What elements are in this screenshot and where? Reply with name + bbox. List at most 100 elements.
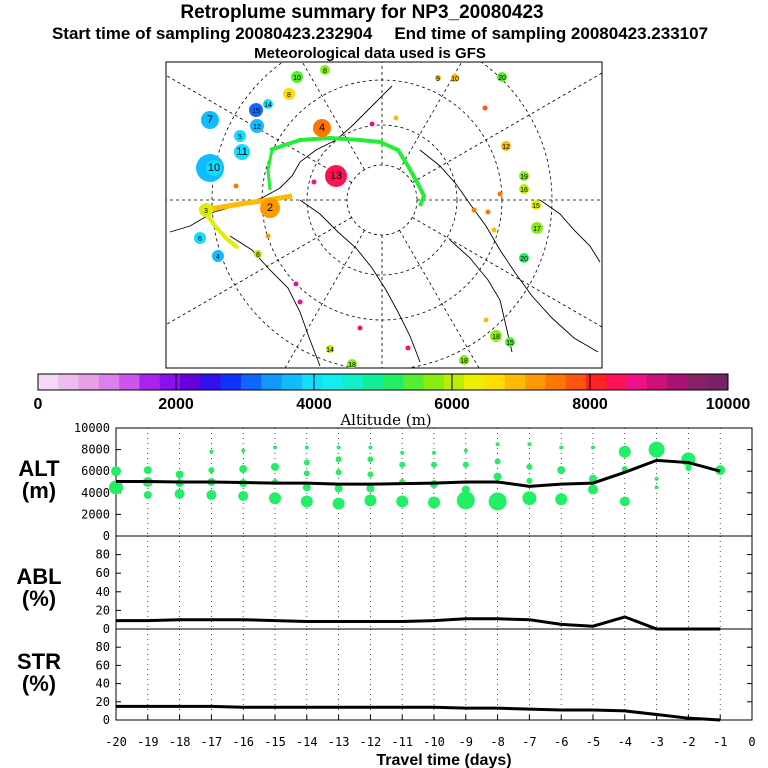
alt-point (273, 445, 277, 450)
alt-point (654, 476, 659, 481)
marker-dot (485, 209, 491, 215)
marker-dot (497, 191, 503, 197)
x-tick-label: -4 (618, 735, 632, 749)
colorbar-tick-label: 0 (34, 396, 43, 413)
time-series-panels: 0 2000 4000 6000 8000 10000 0 20 40 60 80 0 20 40 60 80… (74, 421, 756, 768)
x-tick-label: -13 (328, 735, 350, 749)
x-tick-label: -12 (360, 735, 382, 749)
alt-point (555, 493, 568, 506)
alt-point (399, 461, 406, 468)
marker-bubble (234, 130, 246, 142)
marker-dot (491, 227, 497, 233)
plume-path-west (266, 149, 274, 191)
colorbar-swatch (626, 374, 648, 390)
colorbar-axis-label: Altitude (m) (339, 411, 431, 429)
marker-label: 18 (460, 358, 468, 365)
colorbar-swatch (38, 374, 59, 390)
y-tick-label: 20 (96, 695, 110, 709)
alt-point (396, 495, 409, 508)
chart-title: Retroplume summary for NP3_20080423 (180, 2, 544, 23)
marker-dot (393, 115, 399, 121)
x-tick-label: -3 (649, 735, 663, 749)
marker-bubble (263, 99, 273, 109)
marker-bubble (254, 250, 262, 258)
meridian-line (166, 217, 352, 326)
alt-point (462, 461, 469, 468)
y-tick-label: 0 (103, 713, 110, 727)
alt-point (367, 471, 374, 478)
alt-point (300, 495, 313, 508)
alt-point (208, 467, 215, 474)
marker-dot (405, 345, 411, 351)
alt-point (335, 469, 342, 476)
latitude-circle (306, 124, 458, 276)
colorbar-swatch (342, 374, 364, 390)
marker-label: 18 (492, 334, 500, 341)
marker-bubble (497, 72, 507, 82)
abl-panel-label: ABL (%) (16, 564, 62, 611)
colorbar-swatch (504, 374, 526, 390)
alt-point (494, 458, 501, 465)
marker-bubble (501, 141, 511, 151)
marker-label: 20 (520, 256, 528, 263)
alt-point (456, 491, 475, 510)
colorbar-swatch (322, 374, 343, 390)
marker-label: 4 (216, 254, 220, 261)
marker-label: 12 (502, 144, 510, 151)
meridian-line (399, 230, 480, 368)
colorbar-swatch (159, 374, 181, 390)
marker-bubble (326, 345, 334, 353)
alt-point (303, 459, 310, 466)
str-line (116, 704, 721, 722)
alt-point (209, 449, 214, 454)
colorbar-tick-label: 4000 (296, 396, 332, 413)
marker-dot (471, 207, 477, 213)
x-tick-label: -16 (232, 735, 254, 749)
alt-point (428, 496, 440, 509)
marker-bubble (451, 74, 459, 82)
marker-label: 20 (498, 75, 506, 82)
y-tick-label: 60 (96, 658, 110, 672)
marker-label: 6 (198, 236, 202, 243)
colorbar-swatch (403, 374, 425, 390)
alt-point (685, 464, 692, 471)
marker-label: 8 (287, 92, 291, 99)
marker-label: 11 (236, 146, 247, 158)
alt-point (618, 445, 631, 458)
alt-point (526, 477, 533, 484)
marker-bubble (435, 75, 441, 81)
colorbar-swatch (464, 374, 485, 390)
marker-bubble (249, 103, 263, 117)
marker-label: 7 (207, 114, 213, 126)
colorbar-swatch (565, 374, 587, 390)
marker-bubble (291, 71, 303, 83)
marker-dot (265, 233, 271, 239)
colorbar-swatch (139, 374, 161, 390)
x-tick-label: -5 (586, 735, 600, 749)
marker-label: 2 (267, 202, 273, 214)
y-tick-label: 40 (96, 585, 110, 599)
marker-bubble (320, 65, 330, 75)
colorbar-swatch (58, 374, 80, 390)
start-time-label: Start time of sampling 20080423.232904 (51, 24, 373, 43)
colorbar-swatch (261, 374, 283, 390)
coastline (229, 235, 321, 367)
x-tick-label: -7 (522, 735, 536, 749)
y-tick-label: 40 (96, 677, 110, 691)
alt-point (431, 461, 437, 468)
marker-label: 15 (506, 340, 514, 347)
meridian-line (412, 217, 602, 328)
alt-panel-label: ALT (m) (18, 456, 60, 503)
marker-label: 13 (330, 170, 342, 182)
end-time-label: End time of sampling 20080423.233107 (394, 24, 709, 43)
alt-point (526, 463, 533, 470)
marker-bubble (199, 203, 213, 217)
str-panel-label: STR (%) (17, 649, 61, 696)
x-tick-label: -19 (137, 735, 159, 749)
colorbar-swatch (281, 374, 303, 390)
alt-point (589, 474, 597, 483)
x-tick-label: -20 (105, 735, 127, 749)
alt-point (271, 462, 279, 471)
alt-point (463, 448, 468, 453)
